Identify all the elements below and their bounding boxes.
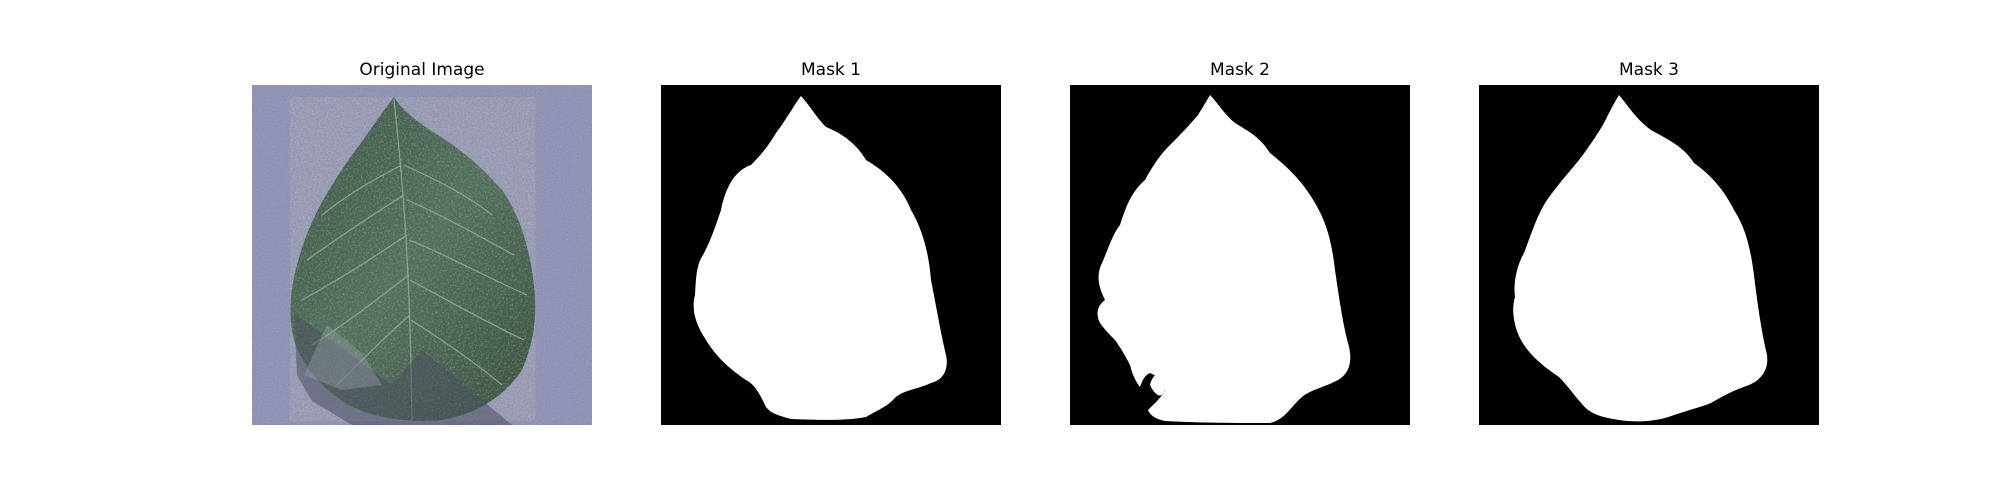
mask-3-image [1479,85,1819,425]
mask-2-image [1070,85,1410,425]
panel-title-mask-3: Mask 3 [1618,60,1679,80]
shadow-overlay [294,313,512,425]
mask-2-artifact [1150,373,1167,396]
original-image [252,85,592,425]
panel-title-mask-1: Mask 1 [800,60,861,80]
mask-2-shape [1097,95,1351,423]
panel-title-original: Original Image [359,60,485,80]
mask-1-image [661,85,1001,425]
mask-1-shape [693,96,947,420]
mask-3-shape [1513,95,1768,422]
panel-title-mask-2: Mask 2 [1209,60,1270,80]
shadow-light [304,325,382,390]
